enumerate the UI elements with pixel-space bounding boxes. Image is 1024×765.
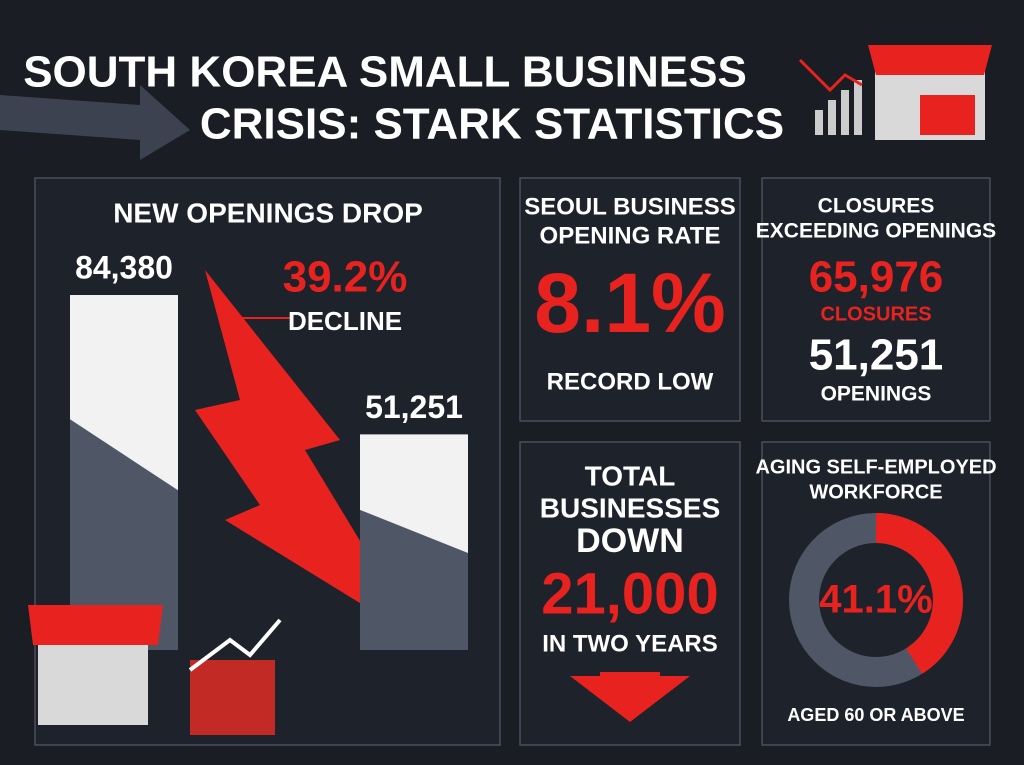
total-caption: IN TWO YEARS (542, 630, 718, 657)
bar-shade (360, 509, 468, 650)
total-heading1: TOTAL (585, 460, 676, 491)
seoul-panel (519, 177, 741, 422)
aging-heading2: WORKFORCE (809, 481, 942, 503)
down-arrow (570, 672, 690, 722)
closures-heading1: CLOSURES (818, 195, 935, 218)
total-value: 21,000 (541, 561, 718, 626)
total-heading3: DOWN (576, 522, 684, 560)
bar-label: 84,380 (75, 249, 173, 285)
change-value: 39.2% (283, 253, 408, 302)
aging-heading1: AGING SELF-EMPLOYED (755, 456, 996, 478)
title-line2: CRISIS: STARK STATISTICS (200, 100, 784, 149)
seoul-caption: RECORD LOW (547, 368, 714, 395)
total-heading2: BUSINESSES (540, 492, 721, 523)
change-label: DECLINE (288, 306, 402, 336)
bar-label: 51,251 (365, 389, 463, 425)
store-icon (28, 605, 282, 735)
openings-label: OPENINGS (821, 383, 932, 406)
store-icon (798, 45, 992, 140)
closures-heading2: EXCEEDING OPENINGS (756, 220, 996, 243)
closures-value: 65,976 (809, 253, 944, 302)
donut-label: 41.1% (819, 578, 932, 622)
seoul-heading1: SEOUL BUSINESS (524, 193, 736, 220)
closures-panel (761, 177, 991, 422)
deco-arrow (0, 85, 190, 160)
donut-arc (789, 513, 963, 687)
title-line1: SOUTH KOREA SMALL BUSINESS (23, 48, 747, 97)
seoul-heading2: OPENING RATE (540, 222, 721, 249)
openings-value: 51,251 (809, 331, 944, 380)
aging-caption: AGED 60 OR ABOVE (787, 705, 964, 725)
closures-label: CLOSURES (820, 303, 931, 325)
seoul-value: 8.1% (534, 256, 725, 350)
openings-heading: NEW OPENINGS DROP (113, 197, 423, 228)
bar-shade (70, 419, 178, 650)
